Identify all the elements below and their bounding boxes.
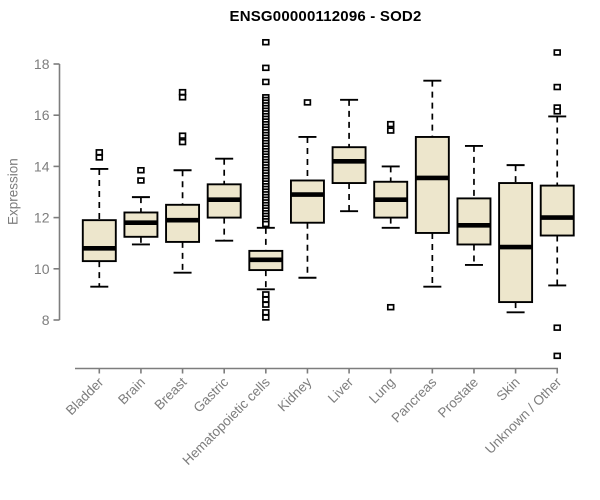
boxplot-breast bbox=[165, 88, 201, 274]
iqr-box bbox=[414, 136, 450, 234]
x-tick-label: Bladder bbox=[63, 374, 107, 418]
iqr-box bbox=[81, 219, 117, 263]
iqr-box bbox=[539, 184, 575, 237]
outlier-point bbox=[386, 120, 395, 128]
boxplot-bladder bbox=[81, 149, 117, 288]
x-tick-label: Lung bbox=[366, 375, 398, 407]
y-tick-label: 8 bbox=[42, 312, 50, 328]
iqr-box bbox=[331, 146, 367, 184]
iqr-box bbox=[165, 203, 201, 243]
x-tick-label: Kidney bbox=[275, 374, 315, 414]
outlier-point bbox=[262, 309, 270, 316]
outlier-point bbox=[553, 83, 561, 91]
y-tick-label: 12 bbox=[34, 210, 50, 226]
outlier-point bbox=[386, 303, 395, 311]
boxplot-hematopoietic-cells bbox=[248, 38, 284, 321]
y-tick-label: 14 bbox=[34, 158, 50, 174]
iqr-box bbox=[456, 197, 492, 246]
outlier-point bbox=[262, 220, 270, 228]
outlier-point bbox=[553, 324, 561, 331]
boxplot-gastric bbox=[206, 157, 242, 242]
outlier-point bbox=[262, 78, 270, 86]
outlier-point bbox=[262, 64, 270, 72]
chart-title: ENSG00000112096 - SOD2 bbox=[229, 8, 422, 25]
boxplot-brain bbox=[123, 166, 159, 246]
outlier-point bbox=[553, 352, 561, 360]
outlier-point bbox=[178, 132, 187, 139]
boxplot-liver bbox=[331, 98, 367, 213]
boxplot-pancreas bbox=[414, 79, 450, 288]
outlier-point bbox=[553, 49, 561, 56]
boxplot-lung bbox=[373, 120, 409, 311]
outlier-point bbox=[95, 149, 104, 156]
x-tick-label: Gastric bbox=[190, 374, 231, 415]
outlier-point bbox=[553, 108, 561, 115]
boxplot-kidney bbox=[290, 99, 325, 279]
outlier-point bbox=[262, 314, 270, 321]
outlier-point bbox=[303, 99, 312, 106]
x-tick-label: Brain bbox=[115, 375, 148, 408]
outlier-point bbox=[178, 138, 187, 146]
y-tick-label: 18 bbox=[34, 56, 50, 72]
x-tick-label: Skin bbox=[494, 375, 523, 404]
boxplot-skin bbox=[498, 164, 534, 314]
y-tick-label: 16 bbox=[34, 107, 50, 123]
x-tick-label: Pancreas bbox=[389, 374, 440, 425]
boxplot-unknown-other bbox=[539, 49, 575, 360]
outlier-point bbox=[137, 177, 145, 184]
iqr-box bbox=[498, 182, 534, 304]
boxplot-prostate bbox=[456, 144, 492, 266]
x-tick-label: Breast bbox=[151, 374, 189, 412]
y-axis-label: Expression bbox=[5, 158, 21, 226]
outlier-point bbox=[178, 94, 187, 101]
outlier-point bbox=[262, 38, 270, 46]
iqr-box bbox=[290, 179, 325, 224]
x-tick-label: Unknown / Other bbox=[482, 374, 565, 457]
outlier-point bbox=[386, 127, 395, 134]
outlier-point bbox=[262, 296, 270, 303]
outlier-point bbox=[178, 88, 187, 96]
outlier-point bbox=[262, 301, 270, 308]
outlier-point bbox=[262, 291, 270, 298]
x-tick-label: Liver bbox=[325, 374, 357, 406]
outlier-point bbox=[95, 154, 104, 161]
y-tick-label: 10 bbox=[34, 261, 50, 277]
x-tick-label: Prostate bbox=[435, 375, 481, 421]
outlier-point bbox=[137, 166, 145, 174]
